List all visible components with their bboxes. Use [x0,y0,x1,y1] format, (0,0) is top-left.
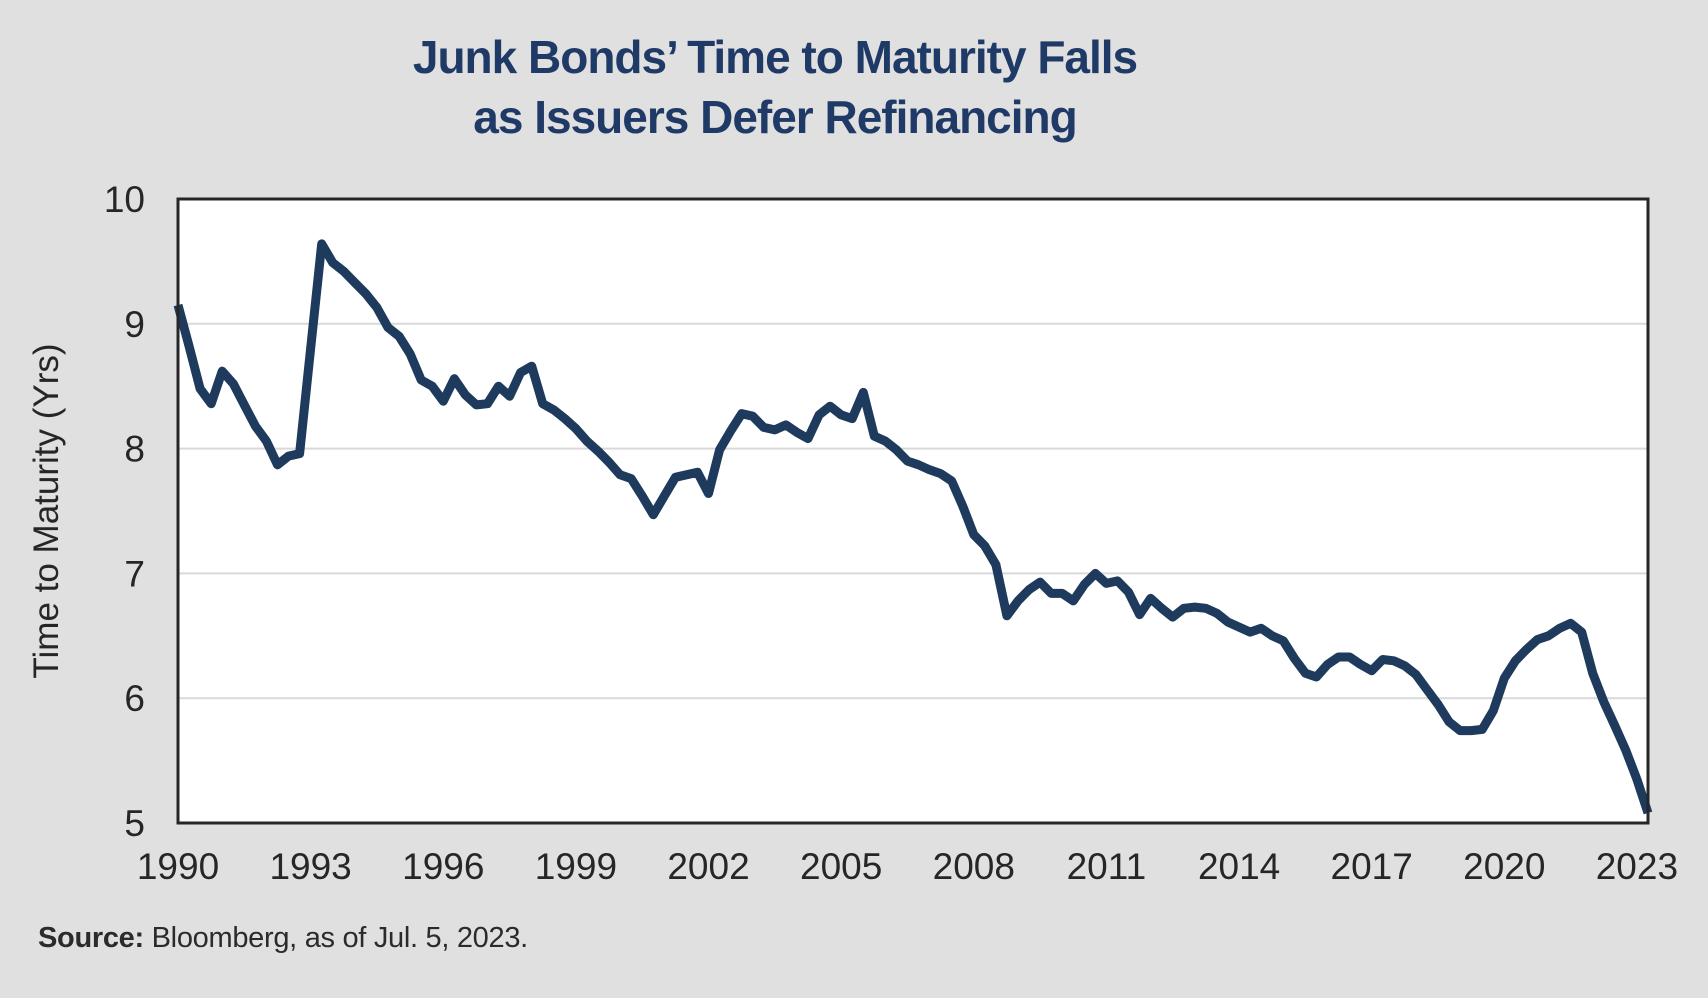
maturity-line [173,239,1653,815]
x-tick-label: 2014 [1198,846,1280,887]
x-tick-label: 2011 [1067,846,1147,887]
x-tick-label: 2020 [1463,846,1545,887]
y-tick-label: 6 [124,678,145,719]
chart-title-line1: Junk Bonds’ Time to Maturity Falls [412,31,1138,83]
chart-title-line2: as Issuers Defer Refinancing [473,91,1077,143]
x-tick-label: 2005 [800,846,882,887]
x-tick-label: 2023 [1596,846,1678,887]
source-text: Bloomberg, as of Jul. 5, 2023. [143,922,529,954]
x-tick-label: 2002 [667,846,749,887]
plot-area [178,199,1648,823]
x-tick-label: 1999 [535,846,617,887]
x-tick-label: 1993 [269,846,351,887]
x-tick-label: 2008 [933,846,1015,887]
source-note: Source: Bloomberg, as of Jul. 5, 2023. [38,922,528,955]
chart-title: Junk Bonds’ Time to Maturity Falls as Is… [0,27,1550,147]
y-tick-label: 8 [124,429,145,470]
y-tick-label: 10 [104,179,145,220]
y-tick-label: 5 [124,803,145,844]
y-tick-label: 7 [124,553,145,594]
source-label: Source: [38,922,144,954]
x-tick-label: 1996 [402,846,484,887]
plot-border [176,197,1650,825]
y-tick-label: 9 [124,304,145,345]
x-tick-label: 1990 [137,846,219,887]
x-tick-label: 2017 [1331,846,1413,887]
